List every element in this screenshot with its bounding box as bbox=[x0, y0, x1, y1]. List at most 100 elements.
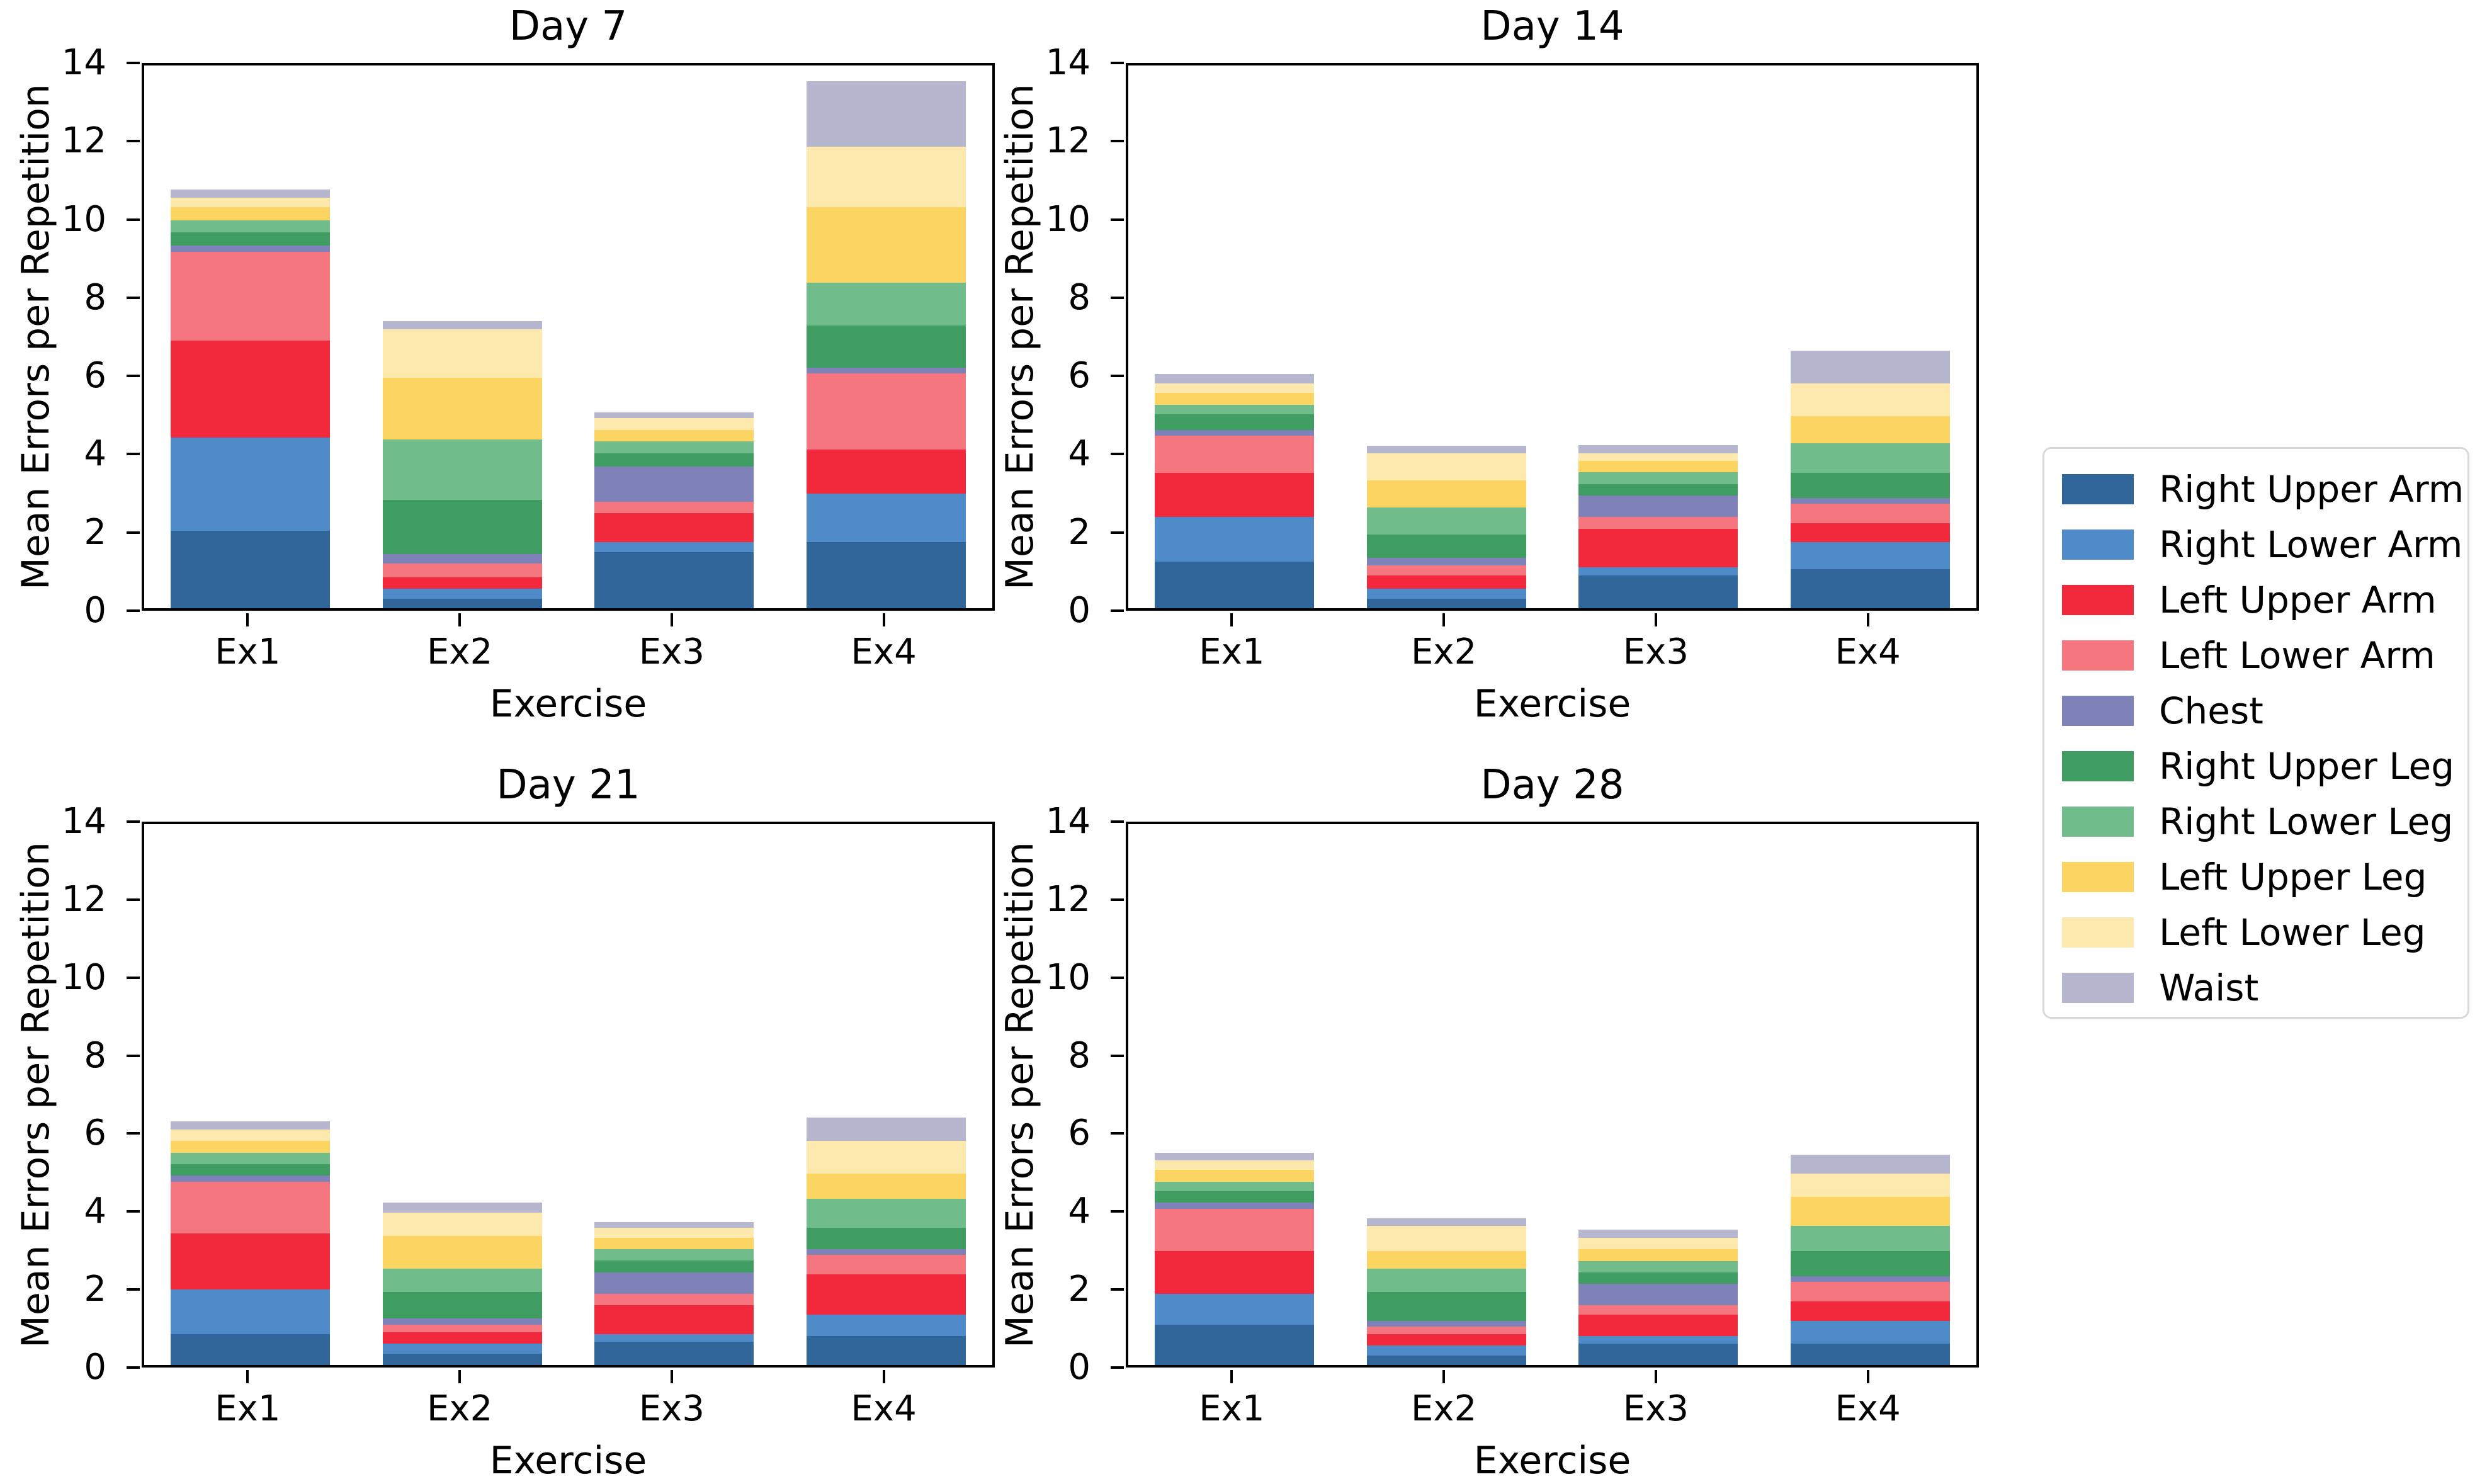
bar-segment-left-upper-leg bbox=[807, 207, 966, 283]
bar-segment-chest bbox=[1155, 1203, 1314, 1209]
subplot-day-7: Day 7 Mean Errors per Repetition Exercis… bbox=[14, 6, 995, 723]
y-tick-label: 10 bbox=[61, 956, 106, 998]
bar-segment-waist bbox=[1367, 1218, 1526, 1226]
bar-segment-left-upper-leg bbox=[383, 377, 542, 440]
bar-segment-left-upper-arm bbox=[383, 577, 542, 589]
bar-segment-waist bbox=[383, 1203, 542, 1213]
bar-segment-right-lower-arm bbox=[1791, 1320, 1950, 1344]
y-tick-label: 6 bbox=[84, 355, 106, 397]
bar-segment-left-lower-leg bbox=[1155, 383, 1314, 394]
x-tick-label: Ex4 bbox=[1835, 632, 1901, 672]
bar-segment-left-lower-leg bbox=[807, 1141, 966, 1174]
legend-item-right-lower-arm: Right Lower Arm bbox=[2062, 517, 2467, 572]
y-tick-label: 8 bbox=[84, 276, 106, 318]
bar-segment-right-lower-leg bbox=[1155, 404, 1314, 415]
legend-swatch-left-lower-arm bbox=[2062, 640, 2134, 671]
stacked-bar-ex1 bbox=[171, 190, 330, 608]
legend-label: Right Upper Arm bbox=[2159, 468, 2464, 511]
legend-swatch-waist bbox=[2062, 973, 2134, 1003]
bar-segment-right-upper-arm bbox=[594, 552, 754, 608]
bar-segment-chest bbox=[1367, 1320, 1526, 1327]
bar-segment-right-upper-leg bbox=[1791, 1251, 1950, 1276]
bar-segment-chest bbox=[1578, 496, 1738, 518]
bar-segment-left-lower-leg bbox=[1367, 453, 1526, 480]
y-tick-label: 12 bbox=[1045, 120, 1091, 162]
legend-label: Right Lower Leg bbox=[2159, 800, 2454, 843]
bar-segment-left-lower-leg bbox=[594, 418, 754, 430]
bar-segment-left-upper-arm bbox=[1155, 472, 1314, 518]
stacked-bar-ex3 bbox=[594, 412, 754, 608]
legend-swatch-left-upper-leg bbox=[2062, 862, 2134, 892]
bar-segment-left-lower-arm bbox=[1578, 1305, 1738, 1315]
y-tick-label: 2 bbox=[1068, 511, 1091, 553]
y-tick-label: 0 bbox=[84, 1347, 106, 1388]
y-tick-mark bbox=[127, 1132, 140, 1135]
y-tick-label: 12 bbox=[61, 120, 106, 162]
y-tick-mark bbox=[1111, 140, 1124, 143]
y-tick-mark bbox=[1111, 1288, 1124, 1291]
bar-segment-left-lower-leg bbox=[383, 329, 542, 378]
bar-segment-right-lower-leg bbox=[383, 1268, 542, 1292]
x-tick-mark bbox=[1866, 613, 1869, 626]
y-tick-label: 10 bbox=[61, 198, 106, 240]
legend-label: Right Upper Leg bbox=[2159, 745, 2455, 788]
bar-segment-waist bbox=[594, 412, 754, 419]
y-tick-mark bbox=[127, 62, 140, 64]
bar-segment-right-lower-arm bbox=[1155, 1293, 1314, 1325]
y-tick-mark bbox=[127, 1366, 140, 1369]
chart-title: Day 28 bbox=[1480, 762, 1624, 808]
bar-segment-chest bbox=[171, 246, 330, 252]
bar-segment-waist bbox=[594, 1222, 754, 1228]
bar-segment-left-upper-arm bbox=[594, 513, 754, 543]
bar-segment-left-upper-leg bbox=[383, 1235, 542, 1269]
bar-segment-left-lower-arm bbox=[594, 1293, 754, 1305]
x-tick-mark bbox=[882, 613, 885, 626]
bar-segment-left-upper-leg bbox=[1791, 416, 1950, 444]
y-tick-mark bbox=[127, 609, 140, 612]
stacked-bar-ex3 bbox=[1578, 445, 1738, 608]
bar-segment-right-lower-leg bbox=[1791, 443, 1950, 473]
stacked-bar-ex2 bbox=[383, 1203, 542, 1365]
bar-segment-waist bbox=[1367, 445, 1526, 453]
bar-segment-waist bbox=[1578, 1230, 1738, 1238]
subplot-day-21: Day 21 Mean Errors per Repetition Exerci… bbox=[14, 765, 995, 1480]
bar-segment-left-upper-leg bbox=[1155, 393, 1314, 405]
y-tick-label: 4 bbox=[84, 433, 106, 475]
legend-swatch-right-upper-leg bbox=[2062, 751, 2134, 781]
legend-label: Left Lower Leg bbox=[2159, 911, 2426, 954]
legend-label: Left Upper Leg bbox=[2159, 856, 2427, 898]
legend-swatch-left-upper-arm bbox=[2062, 585, 2134, 615]
bar-segment-waist bbox=[383, 321, 542, 329]
plot-area bbox=[1126, 63, 1979, 611]
bar-segment-right-upper-leg bbox=[807, 325, 966, 368]
y-tick-label: 2 bbox=[84, 511, 106, 553]
bar-segment-right-upper-arm bbox=[1367, 1355, 1526, 1365]
bar-segment-left-upper-arm bbox=[1578, 528, 1738, 568]
bar-segment-right-lower-arm bbox=[1367, 1345, 1526, 1356]
bar-segment-left-upper-arm bbox=[807, 1274, 966, 1315]
y-tick-label: 14 bbox=[1045, 42, 1091, 83]
stacked-bar-ex4 bbox=[1791, 350, 1950, 608]
bar-segment-right-upper-arm bbox=[383, 1353, 542, 1365]
y-tick-mark bbox=[127, 898, 140, 901]
y-tick-mark bbox=[1111, 62, 1124, 64]
y-tick-label: 6 bbox=[1068, 1113, 1091, 1154]
x-tick-label: Ex4 bbox=[851, 632, 917, 672]
bar-segment-left-lower-arm bbox=[594, 501, 754, 514]
y-tick-mark bbox=[127, 976, 140, 979]
x-tick-mark bbox=[458, 1370, 462, 1383]
y-tick-label: 6 bbox=[84, 1113, 106, 1154]
bar-segment-right-lower-leg bbox=[383, 439, 542, 500]
bar-segment-left-lower-arm bbox=[1791, 503, 1950, 523]
bar-segment-waist bbox=[807, 81, 966, 147]
y-tick-mark bbox=[1111, 218, 1124, 221]
stacked-bar-ex4 bbox=[807, 1118, 966, 1365]
bar-segment-waist bbox=[171, 190, 330, 198]
bar-segment-left-lower-arm bbox=[807, 1255, 966, 1274]
bar-segment-right-upper-arm bbox=[383, 598, 542, 608]
bar-segment-right-upper-arm bbox=[1155, 1324, 1314, 1365]
bar-segment-left-upper-leg bbox=[1791, 1197, 1950, 1226]
legend-label: Left Upper Arm bbox=[2159, 579, 2437, 621]
bar-segment-right-lower-arm bbox=[1578, 567, 1738, 575]
legend-item-right-lower-leg: Right Lower Leg bbox=[2062, 794, 2467, 849]
